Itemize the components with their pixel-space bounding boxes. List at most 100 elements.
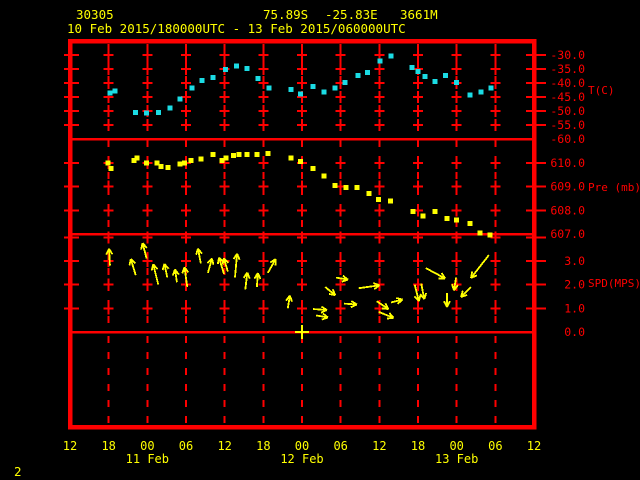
pressure-point <box>182 160 188 166</box>
temperature-point <box>266 85 272 91</box>
page-number: 2 <box>14 464 22 479</box>
y-axis-tick-label: 1.0 <box>564 301 585 315</box>
wind-arrow-head <box>453 284 459 291</box>
pressure-point <box>223 155 229 161</box>
temperature-point <box>167 105 173 111</box>
pressure-point <box>231 153 237 159</box>
wind-arrow-head <box>285 294 291 302</box>
pressure-point <box>343 185 349 191</box>
pressure-point <box>354 185 360 191</box>
temperature-point <box>155 109 161 115</box>
x-axis-tick-label: 12 <box>527 439 541 453</box>
wind-arrow-head <box>446 300 451 308</box>
pressure-point <box>487 232 493 238</box>
temperature-point <box>144 110 150 116</box>
temperature-point <box>377 58 383 64</box>
pressure-point <box>432 208 438 214</box>
y-axis-tick-label: -30.0 <box>550 48 585 62</box>
temperature-point <box>355 72 361 78</box>
x-axis-date-label: 12 Feb <box>280 452 323 466</box>
pressure-point <box>387 198 393 204</box>
wind-arrow-shaft <box>378 311 394 319</box>
wind-arrow-head <box>342 274 349 281</box>
pressure-point <box>376 197 382 203</box>
pressure-point <box>265 150 271 156</box>
y-axis-tick-label: 608.0 <box>550 203 585 217</box>
pressure-axis-unit-label: Pre (mb) <box>588 181 640 194</box>
x-axis-tick-label: 06 <box>488 439 502 453</box>
wind-arrow-shaft <box>453 277 457 291</box>
wind-arrow-shaft <box>129 258 137 276</box>
temperature-point <box>365 69 371 75</box>
wind-arrow-head <box>242 272 249 279</box>
temperature-point <box>177 96 183 102</box>
wind-arrow-shaft <box>460 286 472 298</box>
temperature-point <box>432 79 438 85</box>
wind-arrow-head <box>440 272 446 279</box>
wind-arrow-shaft <box>183 267 189 288</box>
temperature-point <box>288 87 294 93</box>
x-axis-tick-label: 12 <box>63 439 77 453</box>
pressure-point <box>198 156 204 162</box>
temperature-point <box>222 66 228 72</box>
wind-arrow-head <box>150 264 155 271</box>
temperature-point <box>233 63 239 69</box>
y-axis-tick-label: -60.0 <box>550 132 585 146</box>
x-axis-tick-label: 12 <box>217 439 231 453</box>
pressure-point <box>298 159 304 165</box>
wind-arrow-shaft <box>152 264 160 285</box>
wind-arrow-shaft <box>420 283 426 300</box>
wind-arrow-shaft <box>358 284 380 290</box>
temperature-point <box>415 69 421 75</box>
wind-arrow-shaft <box>108 248 111 266</box>
station-longitude: -25.83E <box>325 7 378 22</box>
wind-arrow-head <box>128 258 132 266</box>
wind-arrow-head <box>350 300 358 306</box>
wind-arrow-shaft <box>163 263 169 278</box>
time-range-label: 10 Feb 2015/180000UTC - 13 Feb 2015/0600… <box>67 21 406 36</box>
wind-arrow-shaft <box>316 314 329 319</box>
wind-arrow-head <box>384 302 390 310</box>
x-axis-tick-label: 12 <box>372 439 386 453</box>
x-axis-tick-label: 18 <box>411 439 425 453</box>
wind-arrow-shaft <box>286 295 291 309</box>
pressure-point <box>254 151 260 157</box>
temperature-point <box>409 64 415 70</box>
temperature-point <box>189 85 195 91</box>
pressure-point <box>177 161 183 167</box>
y-axis-tick-label: 609.0 <box>550 180 585 194</box>
temperature-point <box>310 84 316 90</box>
y-axis-tick-label: -50.0 <box>550 104 585 118</box>
wind-arrow-shaft <box>141 242 148 259</box>
wind-arrow-shaft <box>244 272 249 290</box>
temperature-point <box>478 89 484 95</box>
pressure-point <box>165 165 171 170</box>
wind-arrow-shaft <box>222 257 229 272</box>
pressure-point <box>219 157 225 163</box>
y-axis-tick-label: 610.0 <box>550 156 585 170</box>
x-axis-tick-label: 00 <box>295 439 309 453</box>
wind-arrow-shaft <box>197 248 202 264</box>
wind-arrow-head <box>206 257 213 264</box>
pressure-point <box>244 151 250 157</box>
wind-axis-unit-label: SPD(MPS) <box>588 277 640 290</box>
temperature-point <box>133 109 139 115</box>
y-axis-tick-label: 0.0 <box>564 325 585 339</box>
wind-arrow-shaft <box>267 258 277 274</box>
pressure-point <box>188 157 194 163</box>
wind-arrow-head <box>216 257 220 265</box>
pressure-point <box>144 160 150 166</box>
wind-arrow-head <box>171 269 176 276</box>
pressure-point <box>154 160 160 166</box>
y-axis-tick-label: -35.0 <box>550 62 585 76</box>
x-axis-date-label: 13 Feb <box>435 452 478 466</box>
pressure-point <box>454 217 460 223</box>
temperature-point <box>443 72 449 78</box>
pressure-point <box>420 213 426 219</box>
temperature-point <box>244 65 250 71</box>
station-elevation: 3661M <box>400 7 438 22</box>
plot-frame <box>67 38 537 430</box>
pressure-point <box>467 220 473 226</box>
wind-arrow-shaft <box>207 258 213 274</box>
